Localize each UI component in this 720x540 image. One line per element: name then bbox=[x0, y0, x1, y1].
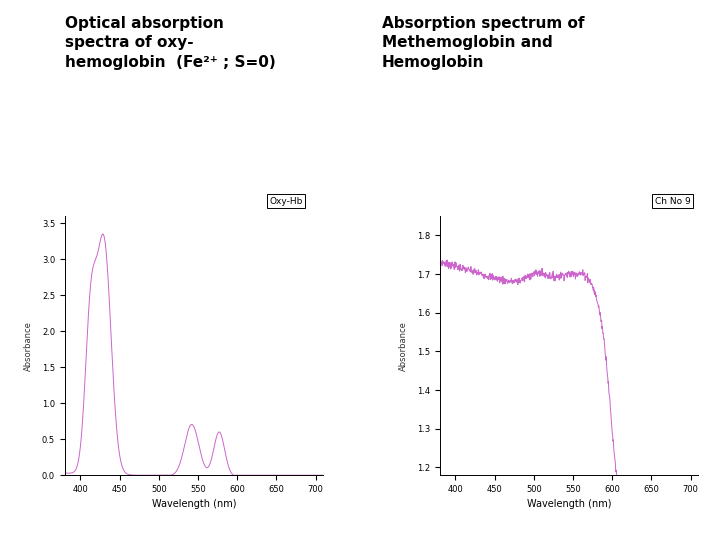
Text: Absorbance: Absorbance bbox=[399, 321, 408, 370]
X-axis label: Wavelength (nm): Wavelength (nm) bbox=[152, 500, 236, 509]
X-axis label: Wavelength (nm): Wavelength (nm) bbox=[527, 500, 611, 509]
Text: Absorption spectrum of
Methemoglobin and
Hemoglobin: Absorption spectrum of Methemoglobin and… bbox=[382, 16, 584, 70]
Text: Absorbance: Absorbance bbox=[24, 321, 33, 370]
Text: Oxy-Hb: Oxy-Hb bbox=[269, 197, 302, 206]
Text: Optical absorption
spectra of oxy-
hemoglobin  (Fe²⁺ ; S=0): Optical absorption spectra of oxy- hemog… bbox=[65, 16, 276, 70]
Text: Ch No 9: Ch No 9 bbox=[655, 197, 690, 206]
